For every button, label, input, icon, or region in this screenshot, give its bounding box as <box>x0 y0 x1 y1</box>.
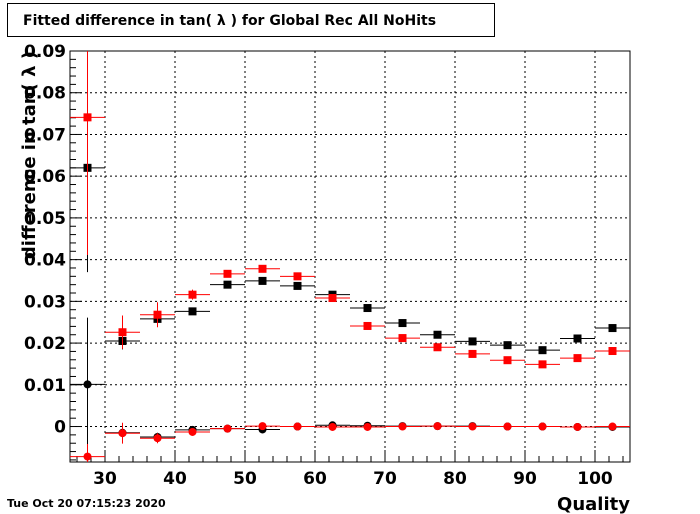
data-point-circle <box>188 427 197 436</box>
data-point-square <box>153 310 162 319</box>
x-tick-label: 60 <box>303 469 327 489</box>
data-point-square <box>468 337 477 346</box>
data-point-circle <box>293 422 302 431</box>
y-tick-label: 0.09 <box>24 42 66 62</box>
data-point-square <box>608 324 617 333</box>
y-tick-label: 0.04 <box>24 251 66 271</box>
data-point-circle <box>153 434 162 443</box>
data-point-circle <box>608 422 617 431</box>
data-point-square <box>363 304 372 313</box>
data-point-square <box>118 328 127 337</box>
chart-title: Fitted difference in tan( λ ) for Global… <box>7 3 495 37</box>
data-point-square <box>538 346 547 355</box>
data-point-square <box>468 349 477 358</box>
data-point-circle <box>258 422 267 431</box>
x-tick-label: 30 <box>93 469 117 489</box>
y-tick-label: 0.01 <box>24 376 66 396</box>
data-point-circle <box>363 422 372 431</box>
data-point-square <box>258 276 267 285</box>
y-tick-label: 0.06 <box>24 167 66 187</box>
data-point-circle <box>538 422 547 431</box>
data-point-square <box>398 319 407 328</box>
y-axis-label: difference in tan( λ ) <box>19 51 40 259</box>
y-tick-label: 0.02 <box>24 334 66 354</box>
x-tick-label: 40 <box>163 469 187 489</box>
data-point-square <box>398 334 407 343</box>
x-tick-label: 80 <box>443 469 467 489</box>
x-tick-label: 50 <box>233 469 257 489</box>
data-point-square <box>503 341 512 350</box>
data-point-square <box>573 334 582 343</box>
x-tick-label: 100 <box>577 469 613 489</box>
data-point-square <box>503 356 512 365</box>
data-point-square <box>328 294 337 303</box>
data-point-square <box>538 360 547 369</box>
x-tick-label: 70 <box>373 469 397 489</box>
data-point-circle <box>503 422 512 431</box>
data-layer <box>70 51 630 462</box>
data-point-square <box>188 290 197 299</box>
data-point-circle <box>433 422 442 431</box>
data-point-square <box>293 272 302 281</box>
y-tick-label: 0.07 <box>24 125 66 145</box>
data-point-circle <box>118 429 127 438</box>
data-point-square <box>293 281 302 290</box>
y-tick-label: 0.05 <box>24 209 66 229</box>
y-tick-label: 0.03 <box>24 292 66 312</box>
y-tick-label: 0.08 <box>24 84 66 104</box>
data-point-square <box>258 264 267 273</box>
data-point-square <box>433 330 442 339</box>
x-tick-label: 90 <box>513 469 537 489</box>
y-tick-label: 0 <box>54 418 66 438</box>
data-point-circle <box>83 452 92 461</box>
data-point-circle <box>328 422 337 431</box>
data-point-square <box>433 343 442 352</box>
data-point-square <box>363 321 372 330</box>
data-point-square <box>608 347 617 356</box>
timestamp: Tue Oct 20 07:15:23 2020 <box>7 497 166 510</box>
data-point-square <box>573 354 582 363</box>
data-point-square <box>188 307 197 316</box>
data-point-circle <box>398 422 407 431</box>
x-axis-label: Quality <box>557 494 630 514</box>
data-point-square <box>223 280 232 289</box>
data-point-circle <box>573 422 582 431</box>
data-point-square <box>83 113 92 122</box>
data-point-circle <box>83 380 92 389</box>
plot-frame <box>69 50 631 463</box>
data-point-circle <box>468 422 477 431</box>
data-point-square <box>223 269 232 278</box>
data-point-circle <box>223 424 232 433</box>
